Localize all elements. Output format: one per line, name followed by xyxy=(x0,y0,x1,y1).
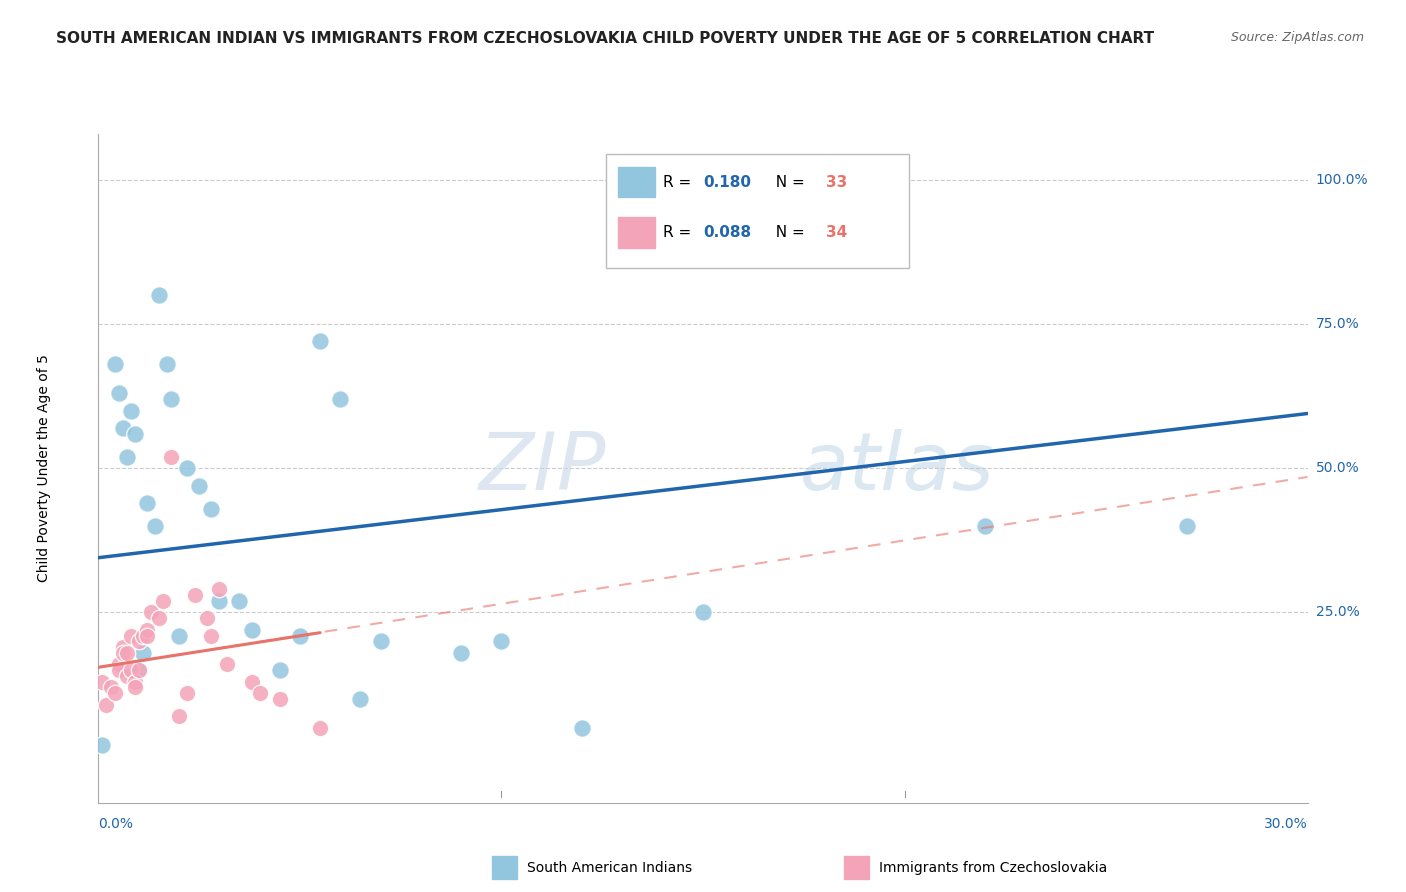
Text: South American Indians: South American Indians xyxy=(527,861,692,875)
Point xyxy=(176,686,198,700)
Point xyxy=(228,594,250,608)
Point xyxy=(167,709,190,723)
Text: 0.180: 0.180 xyxy=(703,175,751,190)
Point xyxy=(132,629,155,643)
Point xyxy=(200,501,222,516)
Point xyxy=(100,681,122,695)
Point xyxy=(132,646,155,660)
Point xyxy=(111,640,134,654)
Point xyxy=(148,288,170,302)
Point xyxy=(208,594,231,608)
Point xyxy=(571,721,593,735)
Point xyxy=(143,519,166,533)
Bar xyxy=(619,168,655,197)
Text: 75.0%: 75.0% xyxy=(1316,318,1360,331)
Point xyxy=(103,686,125,700)
Point xyxy=(135,496,157,510)
Point xyxy=(115,646,138,660)
Point xyxy=(107,386,129,401)
Point xyxy=(176,461,198,475)
Point xyxy=(974,519,997,533)
Point xyxy=(124,674,146,689)
Point xyxy=(269,663,291,677)
Point xyxy=(120,629,142,643)
Point xyxy=(217,657,239,672)
Text: 100.0%: 100.0% xyxy=(1316,173,1368,187)
Point xyxy=(329,392,352,406)
Text: atlas: atlas xyxy=(800,429,994,508)
Point xyxy=(124,681,146,695)
Point xyxy=(156,358,179,372)
Text: 30.0%: 30.0% xyxy=(1264,817,1308,831)
Bar xyxy=(606,154,908,268)
Text: 25.0%: 25.0% xyxy=(1316,606,1360,619)
Point xyxy=(692,606,714,620)
Point xyxy=(107,663,129,677)
Point xyxy=(103,358,125,372)
Point xyxy=(120,403,142,417)
Point xyxy=(128,663,150,677)
Point xyxy=(309,334,332,349)
Point xyxy=(124,426,146,441)
Point xyxy=(288,629,311,643)
Text: N =: N = xyxy=(766,175,810,190)
Point xyxy=(450,646,472,660)
Point xyxy=(96,698,118,712)
Point xyxy=(135,629,157,643)
Point xyxy=(370,634,392,648)
Point xyxy=(115,450,138,464)
Point xyxy=(107,657,129,672)
Text: 33: 33 xyxy=(827,175,848,190)
Point xyxy=(160,450,183,464)
Point xyxy=(269,692,291,706)
Text: 34: 34 xyxy=(827,225,848,240)
Point xyxy=(349,692,371,706)
Bar xyxy=(619,218,655,248)
Point xyxy=(208,582,231,597)
Point xyxy=(120,663,142,677)
Point xyxy=(200,629,222,643)
Point xyxy=(152,594,174,608)
Point xyxy=(167,629,190,643)
Point xyxy=(91,674,114,689)
Point xyxy=(195,611,218,625)
Point xyxy=(240,623,263,637)
Text: R =: R = xyxy=(664,225,696,240)
Point xyxy=(491,634,513,648)
Text: ZIP: ZIP xyxy=(479,429,606,508)
Text: Immigrants from Czechoslovakia: Immigrants from Czechoslovakia xyxy=(879,861,1107,875)
Point xyxy=(139,606,162,620)
Text: 0.088: 0.088 xyxy=(703,225,751,240)
Point xyxy=(128,634,150,648)
Point xyxy=(1175,519,1198,533)
Text: SOUTH AMERICAN INDIAN VS IMMIGRANTS FROM CZECHOSLOVAKIA CHILD POVERTY UNDER THE : SOUTH AMERICAN INDIAN VS IMMIGRANTS FROM… xyxy=(56,31,1154,46)
Point xyxy=(115,669,138,683)
Point xyxy=(128,663,150,677)
Point xyxy=(91,738,114,752)
Text: Source: ZipAtlas.com: Source: ZipAtlas.com xyxy=(1230,31,1364,45)
Point xyxy=(188,478,211,492)
Point xyxy=(240,674,263,689)
Point xyxy=(309,721,332,735)
Text: N =: N = xyxy=(766,225,810,240)
Point xyxy=(111,421,134,435)
Text: Child Poverty Under the Age of 5: Child Poverty Under the Age of 5 xyxy=(37,354,51,582)
Text: R =: R = xyxy=(664,175,696,190)
Point xyxy=(148,611,170,625)
Text: 0.0%: 0.0% xyxy=(98,817,134,831)
Point xyxy=(135,623,157,637)
Point xyxy=(184,588,207,602)
Point xyxy=(249,686,271,700)
Point xyxy=(160,392,183,406)
Text: 50.0%: 50.0% xyxy=(1316,461,1360,475)
Point xyxy=(111,646,134,660)
